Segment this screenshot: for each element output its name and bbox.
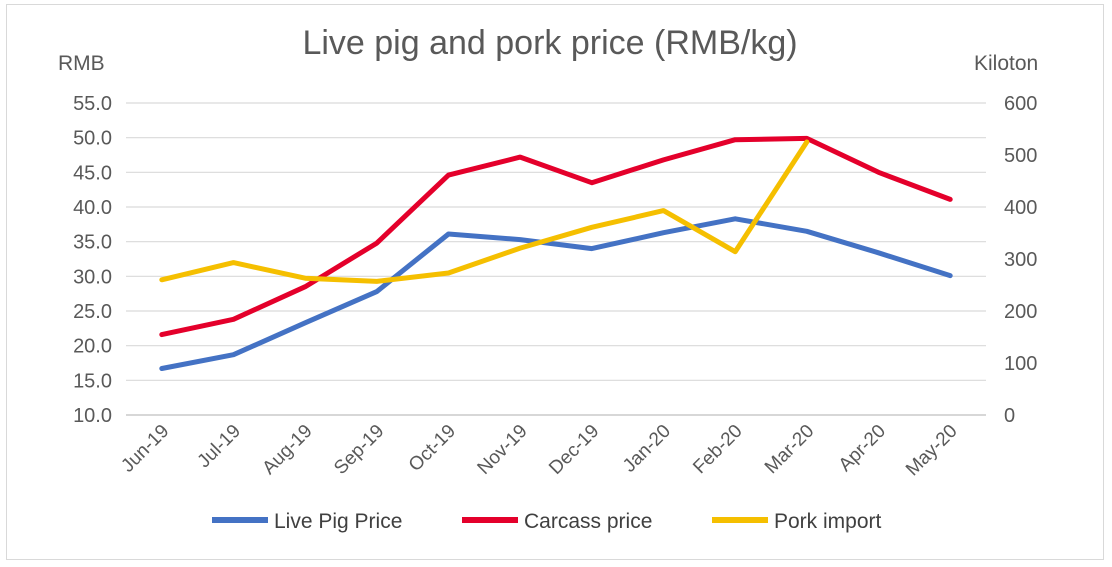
right-axis-label: Kiloton [974,52,1038,75]
right-tick-label: 100 [1004,353,1037,375]
left-axis-ticks: 10.0 15.0 20.0 25.0 30.0 35.0 40.0 45.0 50.0 55.0 [73,93,112,427]
x-tick-label: Nov-19 [474,421,532,479]
right-tick-label: 500 [1004,145,1037,167]
x-tick-label: May-20 [902,421,962,481]
x-tick-label: Mar-20 [761,421,818,478]
left-tick-label: 20.0 [73,336,112,358]
left-tick-label: 40.0 [73,197,112,219]
x-tick-label: Feb-20 [689,421,746,478]
series-line-carcass-price [159,135,953,338]
right-tick-label: 300 [1004,249,1037,271]
x-tick-label: Dec-19 [545,421,603,479]
x-tick-label: Oct-19 [405,421,460,476]
left-tick-label: 30.0 [73,266,112,288]
series-line-live-pig-price [159,216,953,371]
chart-title: Live pig and pork price (RMB/kg) [302,24,797,62]
left-tick-label: 10.0 [73,405,112,427]
right-tick-label: 600 [1004,93,1037,115]
x-tick-label: Jul-19 [194,421,245,472]
legend: Live Pig Price Carcass price Pork import [212,510,882,533]
x-tick-label: Jan-20 [619,421,675,477]
right-tick-label: 200 [1004,301,1037,323]
x-tick-label: Aug-19 [259,421,317,479]
left-tick-label: 35.0 [73,232,112,254]
left-tick-label: 55.0 [73,93,112,115]
chart-frame [6,4,1104,560]
left-tick-label: 45.0 [73,162,112,184]
x-tick-label: Jun-19 [117,421,173,477]
gridlines [126,102,986,416]
series-lines [159,135,953,371]
left-axis-label: RMB [58,52,105,75]
left-tick-label: 50.0 [73,128,112,150]
x-axis-ticks: Jun-19 Jul-19 Aug-19 Sep-19 Oct-19 Nov-19 Dec-… [117,421,961,481]
right-axis-ticks: 0 100 200 300 400 500 600 [1004,93,1037,427]
right-tick-label: 400 [1004,197,1037,219]
left-tick-label: 25.0 [73,301,112,323]
series-line-pork-import [159,139,810,284]
x-tick-label: Apr-20 [835,421,890,476]
legend-label-live-pig-price: Live Pig Price [274,510,402,533]
legend-label-pork-import: Pork import [774,510,882,533]
x-tick-label: Sep-19 [330,421,388,479]
left-tick-label: 15.0 [73,370,112,392]
legend-label-carcass-price: Carcass price [524,510,652,533]
right-tick-label: 0 [1004,405,1015,427]
